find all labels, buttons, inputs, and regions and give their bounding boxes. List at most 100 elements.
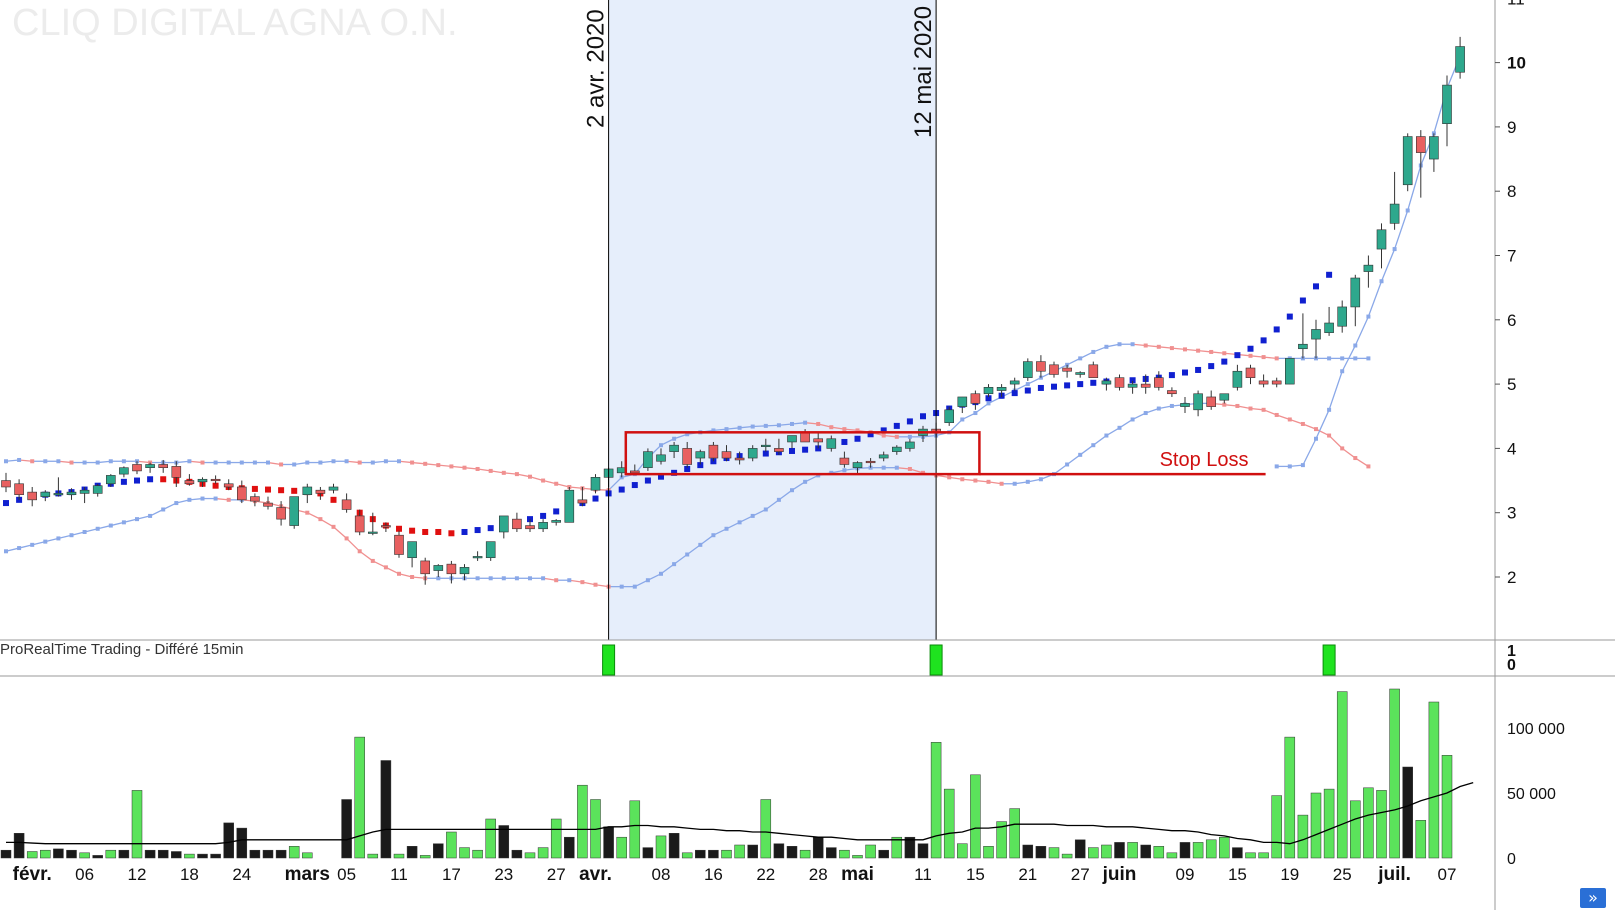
volume-bar	[1048, 847, 1060, 859]
sar-dot-up	[762, 450, 769, 457]
sar-dot-up	[1168, 372, 1175, 379]
bollinger-upper-dot	[344, 459, 349, 464]
volume-bar	[249, 849, 261, 859]
bollinger-lower-dot	[17, 546, 22, 551]
bollinger-upper-segment	[660, 438, 675, 446]
volume-bar	[655, 835, 667, 859]
x-tick-label: 16	[704, 865, 723, 884]
bollinger-upper-dot	[266, 460, 270, 465]
sar-dot-up	[1260, 337, 1267, 344]
bollinger-lower-dot	[528, 576, 532, 581]
bollinger-lower-dot	[829, 470, 834, 475]
sar-dot-down	[251, 485, 258, 492]
bollinger-lower-dot	[135, 517, 139, 522]
candle	[40, 491, 51, 497]
candle	[472, 556, 483, 559]
volume-bar	[1088, 847, 1099, 859]
bollinger-lower-dot	[619, 584, 624, 589]
x-tick-label: 11	[390, 865, 408, 884]
bollinger-lower-segment	[5, 547, 20, 552]
volume-bar	[537, 847, 549, 859]
bollinger-lower-segment	[1119, 418, 1133, 429]
sar-dot-up	[1064, 382, 1071, 389]
bollinger-upper-segment	[189, 460, 203, 464]
bollinger-upper-dot	[672, 436, 677, 441]
sar-dot-up	[684, 465, 691, 472]
volume-tick-label: 50 000	[1507, 786, 1556, 803]
bollinger-lower-dot	[30, 542, 35, 547]
bollinger-lower-dot	[1366, 464, 1371, 469]
bollinger-upper-dot	[305, 460, 310, 465]
candle	[1363, 264, 1374, 272]
volume-bar	[275, 849, 287, 859]
bollinger-upper-dot	[1327, 356, 1332, 361]
bollinger-upper-dot	[1366, 356, 1371, 361]
bollinger-lower-dot	[1012, 481, 1017, 486]
bollinger-lower-dot	[1065, 462, 1070, 467]
volume-bar	[1022, 844, 1034, 859]
sar-dot-down	[330, 496, 337, 503]
volume-bar	[105, 849, 117, 859]
bollinger-upper-dot	[659, 443, 663, 448]
volume-bar	[826, 847, 837, 859]
bollinger-lower-segment	[1341, 447, 1356, 459]
bollinger-upper-segment	[58, 460, 72, 464]
bollinger-lower-segment	[1328, 435, 1343, 449]
candle	[577, 499, 588, 504]
bollinger-upper-dot	[488, 468, 493, 473]
volume-moving-average	[6, 781, 1474, 845]
sar-dot-up	[920, 413, 926, 420]
bollinger-lower-segment	[346, 537, 361, 552]
bollinger-upper-dot	[1340, 356, 1345, 361]
bollinger-upper-segment	[451, 465, 465, 469]
bollinger-lower-dot	[593, 582, 598, 587]
candle	[760, 444, 771, 447]
volume-bar	[433, 843, 444, 859]
volume-bar	[668, 833, 680, 859]
bollinger-upper-dot	[1025, 382, 1030, 387]
bollinger-lower-dot	[672, 562, 677, 567]
sar-dot-up	[474, 527, 481, 534]
bollinger-upper-segment	[267, 461, 282, 466]
bollinger-upper-dot	[462, 465, 467, 470]
bollinger-upper-dot	[750, 424, 755, 429]
bollinger-upper-dot	[318, 460, 323, 465]
bollinger-lower-segment	[84, 528, 98, 533]
y-tick-label: 2	[1507, 568, 1516, 587]
bollinger-lower-segment	[1237, 405, 1251, 410]
sar-dot-up	[1051, 383, 1057, 390]
bollinger-lower-segment	[176, 499, 190, 504]
volume-bar	[1428, 701, 1440, 859]
sar-dot-up	[644, 477, 651, 484]
trail-dot	[1340, 369, 1345, 374]
volume-bar	[0, 849, 12, 859]
bollinger-upper-dot	[881, 433, 886, 438]
y-tick-label: 6	[1507, 311, 1516, 330]
candle	[302, 486, 313, 495]
bollinger-lower-dot	[580, 580, 585, 585]
sar-dot-up	[893, 422, 900, 429]
volume-bar	[1153, 846, 1165, 859]
candle	[1140, 383, 1151, 388]
x-tick-label: 18	[180, 865, 199, 884]
bollinger-upper-dot	[213, 460, 218, 465]
bollinger-lower-dot	[1274, 412, 1279, 417]
bollinger-upper-segment	[1014, 383, 1029, 392]
bollinger-upper-segment	[1158, 346, 1172, 349]
chart-title: CLIQ DIGITAL AGNA O.N.	[12, 2, 458, 44]
candle	[1245, 367, 1256, 378]
x-tick-label: 24	[232, 865, 251, 884]
candle	[774, 448, 784, 452]
bollinger-lower-dot	[1117, 425, 1122, 430]
bollinger-lower-segment	[844, 467, 858, 471]
bollinger-upper-segment	[346, 460, 360, 464]
bollinger-lower-dot	[1169, 403, 1174, 408]
bollinger-upper-segment	[1198, 350, 1212, 353]
volume-bar	[917, 843, 929, 859]
expand-panel-icon[interactable]: »	[1580, 888, 1606, 908]
x-tick-label: 15	[1228, 865, 1247, 884]
bollinger-upper-segment	[1132, 343, 1146, 347]
volume-bar	[380, 760, 392, 859]
y-tick-label: 4	[1507, 439, 1516, 458]
candle	[498, 515, 509, 533]
